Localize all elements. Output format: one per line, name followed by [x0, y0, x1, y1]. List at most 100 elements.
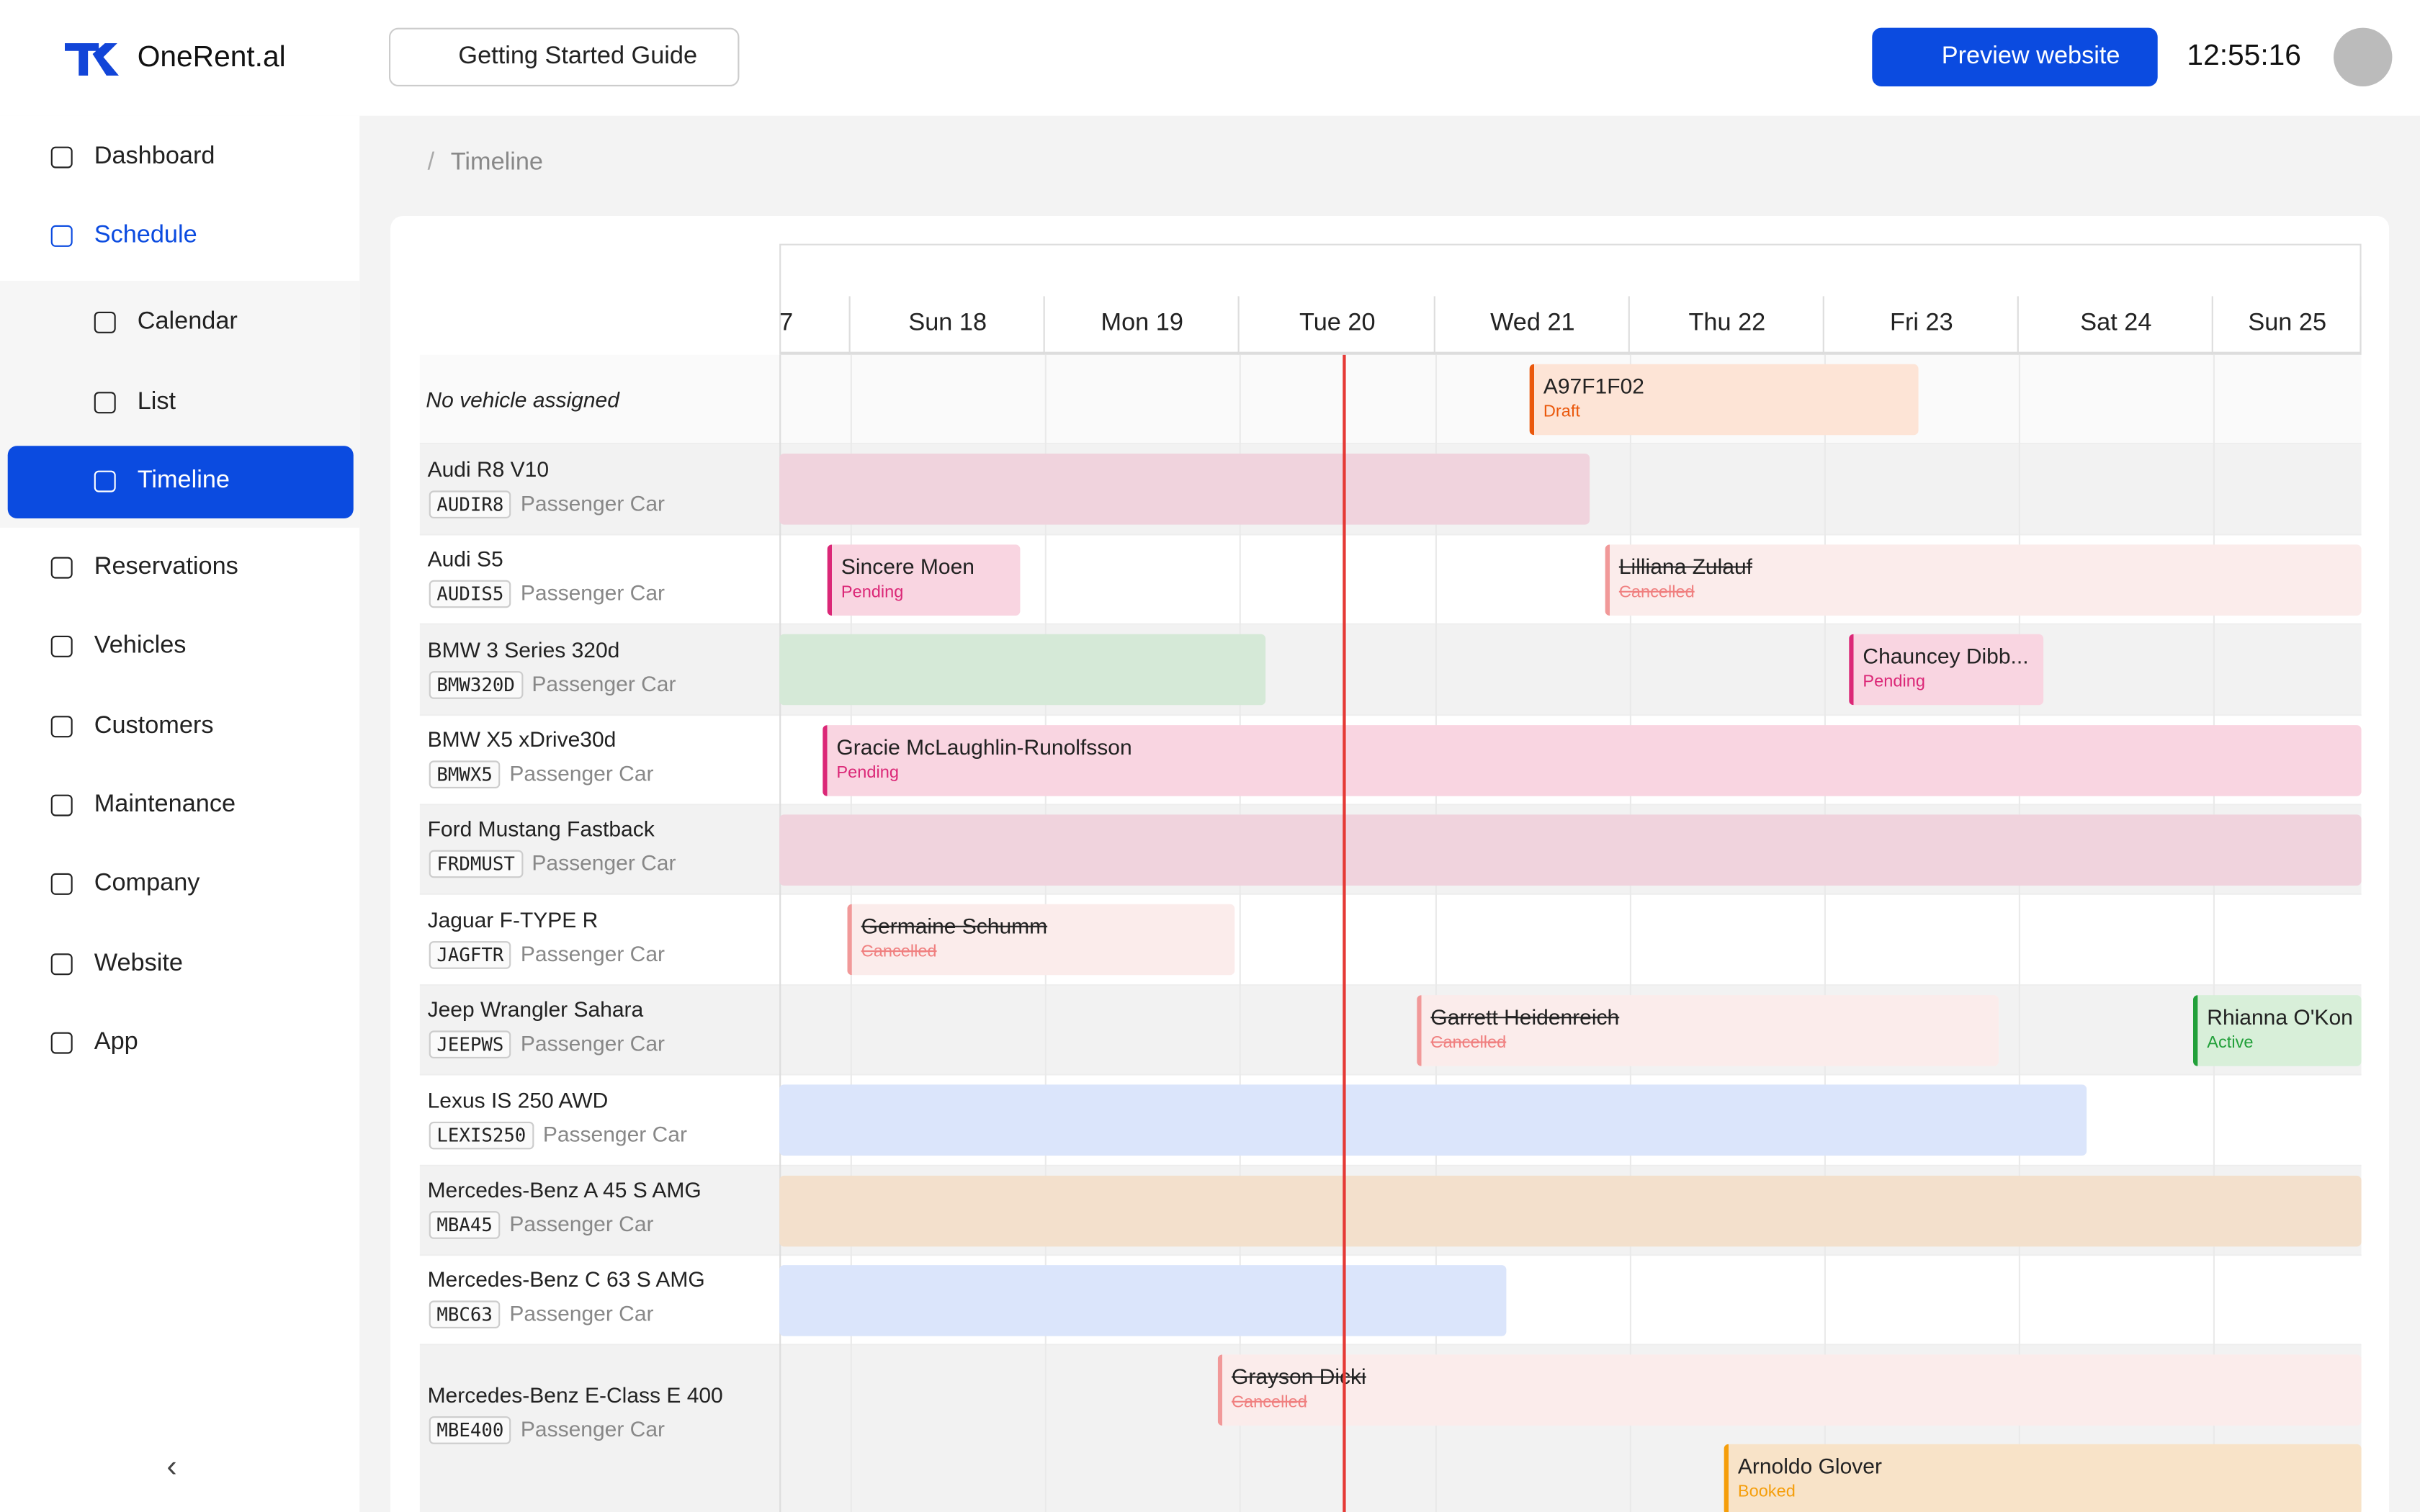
vehicle-name: Mercedes-Benz A 45 S AMG [427, 1177, 702, 1202]
nav-item[interactable]: Customers [94, 712, 214, 739]
active-nav [7, 446, 354, 518]
code: AUDIS5 [429, 580, 512, 608]
code: FRDMUST [429, 850, 523, 878]
vehicle-name: Mercedes-Benz C 63 S AMG [427, 1266, 705, 1292]
grid-line [1629, 354, 1631, 1512]
separator: / [427, 149, 435, 176]
now-line [1343, 354, 1346, 1512]
booking-name: A97F1F02 [1543, 373, 1644, 398]
nav-icon [50, 225, 73, 247]
booking-status: Cancelled [861, 942, 937, 961]
day-col [2019, 296, 2213, 355]
nav-item[interactable]: Calendar [137, 308, 238, 335]
vehicle-type: Passenger Car [509, 1211, 654, 1236]
nav-item[interactable]: Dashboard [94, 143, 215, 170]
grid-line [1239, 354, 1241, 1512]
breadcrumb: Timeline [450, 149, 544, 176]
day-label: Mon 19 [1101, 310, 1183, 337]
avatar[interactable] [2334, 27, 2393, 86]
guide-button[interactable]: Getting Started Guide [389, 27, 740, 86]
nav-item[interactable]: Schedule [94, 222, 197, 248]
booking[interactable]: Garrett Heidenreich Cancelled [1417, 995, 1999, 1066]
nav-icon [94, 392, 116, 414]
booking-bar [779, 1265, 1507, 1336]
collapse[interactable]: ‹ [166, 1450, 177, 1485]
nav-item[interactable]: Maintenance [94, 791, 236, 818]
vehicle-type: Passenger Car [520, 490, 666, 515]
code: JEEPWS [429, 1030, 512, 1058]
vehicle-name: Mercedes-Benz E-Class E 400 [427, 1382, 723, 1408]
vehicle-name: BMW 3 Series 320d [427, 636, 620, 662]
vehicle-type: Passenger Car [532, 850, 676, 875]
vehicle-meta: MBA45 Passenger Car [429, 1211, 654, 1239]
vehicle-type: Passenger Car [520, 940, 666, 966]
booking[interactable]: Lilliana Zulauf Cancelled [1605, 544, 2362, 616]
vehicle-name: Audi S5 [427, 546, 503, 571]
nav-icon [94, 311, 116, 333]
grid-line [2213, 354, 2215, 1512]
vehicle-meta: AUDIS5 Passenger Car [429, 580, 665, 608]
booking-bar [779, 634, 1266, 706]
booking-status: Booked [1737, 1482, 1796, 1501]
vehicle-name: BMW X5 xDrive30d [427, 726, 617, 752]
vehicle-type: Passenger Car [532, 670, 676, 696]
booking[interactable]: Sincere Moen Pending [827, 544, 1021, 616]
booking[interactable]: Chauncey Dibb... Pending [1849, 634, 2044, 706]
day-col [1435, 296, 1630, 355]
day-label: Thu 22 [1688, 310, 1766, 337]
booking[interactable]: Grayson Dicki Cancelled [1217, 1354, 2362, 1426]
booking-name: Grayson Dicki [1232, 1364, 1366, 1389]
day-col [1045, 296, 1240, 355]
vehicle-meta: LEXIS250 Passenger Car [429, 1120, 687, 1149]
nav-item[interactable]: Reservations [94, 554, 238, 580]
booking[interactable]: Germaine Schumm Cancelled [847, 904, 1235, 976]
unassigned: No vehicle assigned [426, 387, 619, 413]
nav-icon [50, 557, 73, 579]
vehicle-meta: BMW320D Passenger Car [429, 670, 676, 698]
nav-item[interactable]: App [94, 1029, 138, 1056]
vehicle-name: Lexus IS 250 AWD [427, 1086, 609, 1112]
nav-item[interactable]: Timeline [137, 467, 230, 494]
booking[interactable]: A97F1F02 Draft [1529, 364, 1919, 436]
day-col [1630, 296, 1824, 355]
booking-name: Chauncey Dibb... [1863, 643, 2029, 668]
vehicle-meta: FRDMUST Passenger Car [429, 850, 676, 878]
day-label: Tue 20 [1299, 310, 1376, 337]
nav-item[interactable]: Website [94, 950, 183, 977]
brand: OneRent.al [137, 41, 286, 74]
nav-item[interactable]: List [137, 389, 176, 415]
booking-status: Pending [836, 763, 899, 783]
nav-item[interactable]: Vehicles [94, 632, 187, 659]
code: MBC63 [429, 1300, 501, 1328]
code: MBA45 [429, 1211, 501, 1239]
booking-status: Pending [841, 583, 904, 602]
booking-name: Lilliana Zulauf [1618, 554, 1752, 579]
code: AUDIR8 [429, 490, 512, 518]
nav-item[interactable]: Company [94, 870, 200, 896]
vehicle-meta: AUDIR8 Passenger Car [429, 490, 665, 518]
vehicle-type: Passenger Car [509, 1300, 654, 1326]
nav-icon [50, 635, 73, 657]
preview-button[interactable]: Preview website [1872, 27, 2158, 86]
day-label: Sun 18 [908, 310, 987, 337]
grid-line [1435, 354, 1437, 1512]
booking[interactable]: Arnoldo Glover Booked [1724, 1444, 2362, 1512]
day-label: Sun 25 [2248, 310, 2327, 337]
code: BMWX5 [429, 760, 501, 788]
vehicle-meta: MBC63 Passenger Car [429, 1300, 654, 1328]
booking-bar [779, 454, 1590, 525]
day-col [779, 296, 851, 355]
booking[interactable]: Gracie McLaughlin-Runolfsson Pending [823, 725, 2362, 796]
nav-icon [50, 873, 73, 895]
booking-name: Gracie McLaughlin-Runolfsson [836, 734, 1132, 760]
booking-status: Draft [1543, 402, 1580, 421]
booking[interactable]: Rhianna O'Kon Active [2193, 995, 2362, 1066]
booking-bar [779, 814, 2362, 886]
booking-name: Rhianna O'Kon [2207, 1004, 2353, 1030]
day-label: Sat 24 [2080, 310, 2152, 337]
vehicle-name: Ford Mustang Fastback [427, 816, 655, 841]
day-col [1240, 296, 1435, 355]
code: MBE400 [429, 1416, 512, 1444]
code: BMW320D [429, 670, 523, 698]
